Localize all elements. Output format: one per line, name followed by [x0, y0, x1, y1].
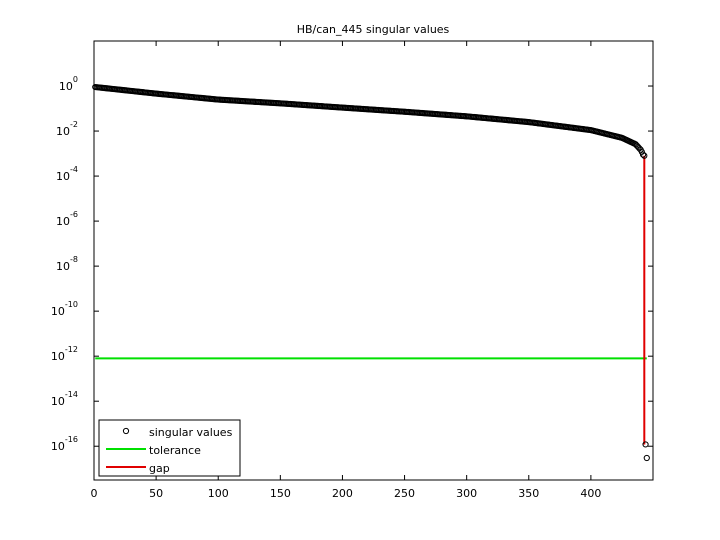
x-tick-label: 300	[456, 487, 477, 500]
y-tick-label: 10-2	[56, 120, 78, 138]
y-tick-label: 10-6	[56, 210, 78, 228]
x-tick-label: 50	[149, 487, 163, 500]
x-tick-label: 0	[91, 487, 98, 500]
x-tick-label: 400	[580, 487, 601, 500]
singular-value-point	[643, 454, 650, 462]
y-tick-label: 10-14	[51, 390, 78, 408]
axes-box	[93, 40, 654, 481]
x-tick-label: 150	[270, 487, 291, 500]
y-tick-label: 10-8	[56, 255, 78, 273]
y-tick-label: 10-16	[51, 435, 78, 453]
legend-label: gap	[149, 462, 170, 475]
y-tick-label: 10-12	[51, 345, 78, 363]
chart-title: HB/can_445 singular values	[297, 23, 450, 36]
legend: singular values tolerance gap	[98, 419, 241, 477]
x-tick-label: 100	[208, 487, 229, 500]
x-tick-label: 250	[394, 487, 415, 500]
legend-marker-singular-values	[122, 427, 130, 435]
legend-label: singular values	[149, 426, 233, 439]
singular-value-point	[641, 152, 648, 159]
legend-label: tolerance	[149, 444, 201, 457]
plot-area	[92, 83, 650, 462]
y-tick-label: 100	[59, 75, 78, 93]
singular-value-point	[639, 151, 647, 158]
x-tick-label: 350	[518, 487, 539, 500]
y-tick-label: 10-10	[51, 300, 78, 318]
y-tick-label: 10-4	[56, 165, 78, 183]
x-tick-label: 200	[332, 487, 353, 500]
axes: 0 50 100 150 200 250 300 350 400 100 10-2 10-4 10-6 1…	[51, 40, 654, 500]
singular-value-point	[642, 441, 649, 448]
